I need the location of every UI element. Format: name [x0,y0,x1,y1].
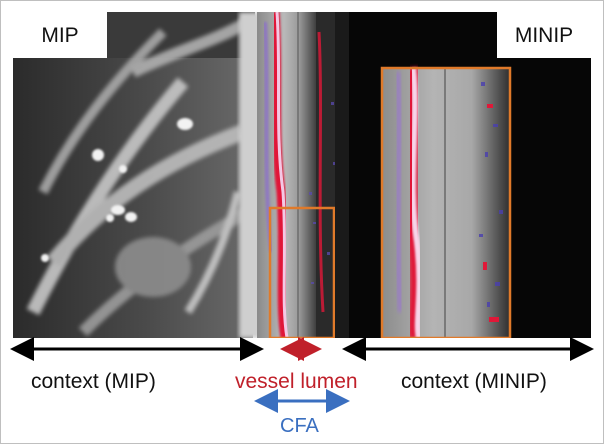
minip-label: MINIP [497,12,591,58]
vessel-strip [257,12,336,338]
mip-label: MIP [13,12,107,58]
mip-context-region [13,12,261,338]
cfa-caption: CFA [280,415,319,437]
curved-planar-reformation-image [13,12,591,338]
zoomed-inset [380,66,512,338]
context-minip-caption: context (MINIP) [401,370,547,393]
vessel-lumen-caption: vessel lumen [235,370,358,393]
context-mip-caption: context (MIP) [31,370,156,393]
